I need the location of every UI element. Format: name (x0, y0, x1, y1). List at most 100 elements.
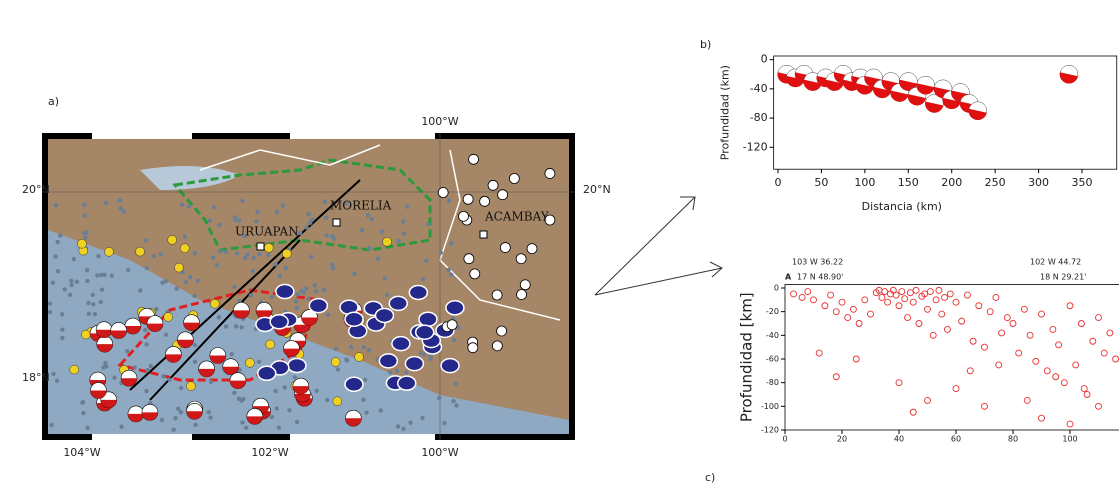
ball (925, 101, 944, 113)
event (186, 204, 192, 209)
mechanism (458, 210, 469, 222)
arrow (709, 261, 723, 278)
event (208, 415, 213, 420)
mechanism (246, 416, 263, 425)
point (1038, 310, 1045, 318)
point (1083, 391, 1091, 398)
event (251, 255, 256, 260)
event (293, 299, 299, 304)
event (47, 301, 53, 306)
point (912, 286, 920, 294)
mechanism (544, 214, 556, 226)
event (85, 278, 90, 284)
event (223, 324, 229, 329)
event (308, 220, 313, 226)
point (992, 294, 1000, 301)
event (96, 253, 101, 259)
event (50, 280, 56, 285)
event (254, 219, 259, 224)
point (804, 288, 812, 295)
event (143, 238, 149, 243)
event (179, 385, 184, 391)
mechanism (256, 365, 277, 382)
event (364, 410, 369, 415)
y-tick-label: -80 (750, 111, 768, 124)
event (456, 325, 461, 330)
mechanism (437, 187, 449, 198)
event (361, 397, 366, 403)
event (265, 339, 275, 350)
event (322, 199, 328, 204)
ball (1059, 72, 1078, 84)
event (126, 267, 131, 273)
point (924, 396, 931, 404)
event (154, 306, 159, 312)
lon-label: 102°W (251, 446, 288, 459)
x-tick-label: 50 (814, 176, 828, 189)
event (99, 287, 105, 292)
mechanism (404, 355, 425, 372)
event (148, 363, 154, 369)
event (193, 422, 198, 427)
point (981, 402, 988, 410)
event (306, 297, 311, 302)
lat-label: 18°N (22, 371, 50, 384)
y-tick-label: -40 (766, 331, 779, 340)
map-frame (92, 133, 192, 139)
city-label: MORELIA (330, 199, 392, 213)
point (969, 337, 977, 345)
mechanism (294, 393, 311, 402)
point (963, 291, 971, 299)
event (323, 215, 329, 220)
point (998, 329, 1006, 337)
point (798, 294, 806, 301)
event (121, 209, 127, 214)
point (895, 302, 903, 310)
event (58, 233, 63, 238)
point (855, 320, 863, 327)
event (109, 273, 114, 278)
event (239, 325, 244, 330)
arrow (594, 267, 723, 296)
event (232, 284, 237, 289)
section-label: 17 N 48.90' (797, 273, 843, 282)
event (232, 390, 237, 396)
point (941, 294, 949, 301)
point (852, 355, 860, 363)
event (167, 235, 177, 245)
event (102, 272, 107, 278)
event (264, 243, 274, 253)
event (67, 292, 73, 298)
event (163, 278, 169, 284)
event (242, 233, 247, 239)
point (1038, 414, 1045, 422)
event (195, 278, 200, 283)
ball (968, 108, 987, 120)
point (952, 385, 960, 393)
section-label: 102 W 44.72 (1030, 258, 1081, 267)
mechanism (274, 327, 291, 336)
focal-mechanism (916, 75, 935, 95)
event (256, 359, 262, 364)
event (60, 335, 65, 341)
event (453, 381, 458, 386)
mechanism (508, 173, 520, 184)
map-frame (290, 133, 435, 139)
point (981, 343, 988, 351)
event (85, 425, 90, 431)
event (282, 385, 287, 390)
event (47, 309, 53, 315)
point (1060, 379, 1068, 387)
event (425, 221, 431, 227)
event (274, 209, 280, 215)
point (929, 331, 937, 339)
event (173, 416, 178, 421)
city-marker (332, 218, 341, 227)
event (236, 218, 242, 223)
event (192, 251, 198, 256)
event (143, 327, 148, 333)
y-tick-label: -120 (743, 140, 768, 153)
event (95, 273, 100, 278)
event (234, 251, 240, 256)
